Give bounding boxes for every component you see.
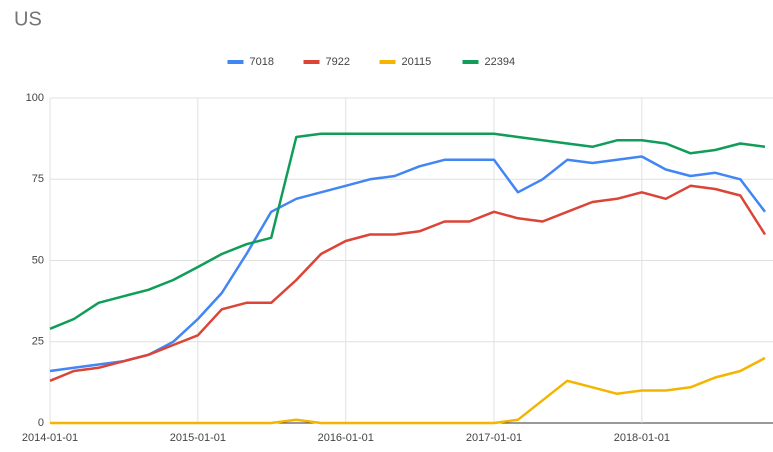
x-tick-label: 2014-01-01 [22,432,78,444]
series-line [49,132,766,330]
series-line [49,184,767,382]
x-tick-label: 2017-01-01 [466,432,522,444]
legend-label: 7018 [250,56,274,68]
chart-title: US [14,8,42,30]
legend-label: 22394 [485,56,516,68]
x-tick-label: 2016-01-01 [318,432,374,444]
series-line [49,155,766,373]
x-tick-label: 2018-01-01 [614,432,670,444]
y-tick-label: 0 [38,417,44,429]
y-tick-label: 100 [26,92,44,104]
series-line [50,356,766,425]
legend-label: 20115 [402,56,432,68]
y-tick-label: 75 [32,173,44,185]
y-tick-label: 50 [32,254,44,266]
y-tick-label: 25 [32,336,44,348]
legend-label: 7922 [326,56,350,68]
x-tick-label: 2015-01-01 [170,432,226,444]
